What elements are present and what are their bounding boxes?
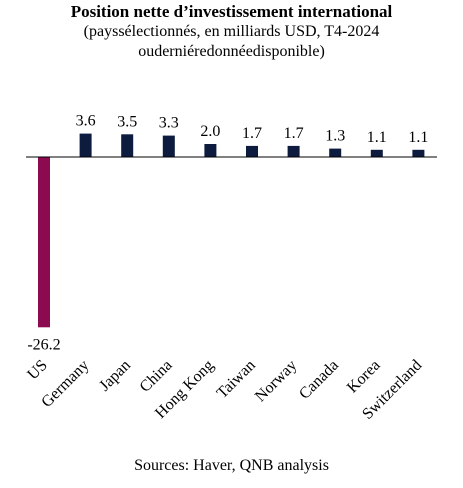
bar-japan [121,134,134,158]
category-label: Japan [96,357,134,395]
bar-norway [287,145,300,157]
bar-switzerland [412,149,425,157]
bar-us [38,157,50,328]
value-label: 1.1 [408,129,428,146]
value-label: 3.3 [159,115,179,132]
value-label: 1.7 [242,125,262,142]
category-label: Taiwan [214,357,259,402]
category-label: Canada [296,357,342,403]
chart-title: Position nette d’investissement internat… [70,2,393,21]
category-label: China [137,357,176,396]
value-label: -26.2 [27,336,60,353]
value-label: 2.0 [200,123,220,140]
value-label: 1.1 [367,129,387,146]
value-label: 1.3 [325,128,345,145]
bar-china [162,135,175,157]
bar-hong-kong [204,144,217,157]
category-label: Norway [252,357,300,405]
bar-korea [370,149,383,157]
category-label: US [24,357,50,383]
bar-chart: -26.23.6 3.5 3.3 2.0 1.7 1.7 1.3 1.1 1.1USGerman… [24,113,437,423]
bar-canada [329,148,342,158]
chart-subtitle-line1: (payssélectionnés, en milliards USD, T4-… [83,23,380,40]
value-label: 1.7 [284,125,304,142]
source-note: Sources: Haver, QNB analysis [134,457,329,474]
chart-subtitle-line2: ouderniéredonnéedisponible) [138,43,325,60]
value-label: 3.5 [117,113,137,130]
value-label: 3.6 [76,113,96,130]
category-label: Korea [344,357,384,397]
bar-germany [79,133,92,157]
bar-taiwan [246,145,258,157]
